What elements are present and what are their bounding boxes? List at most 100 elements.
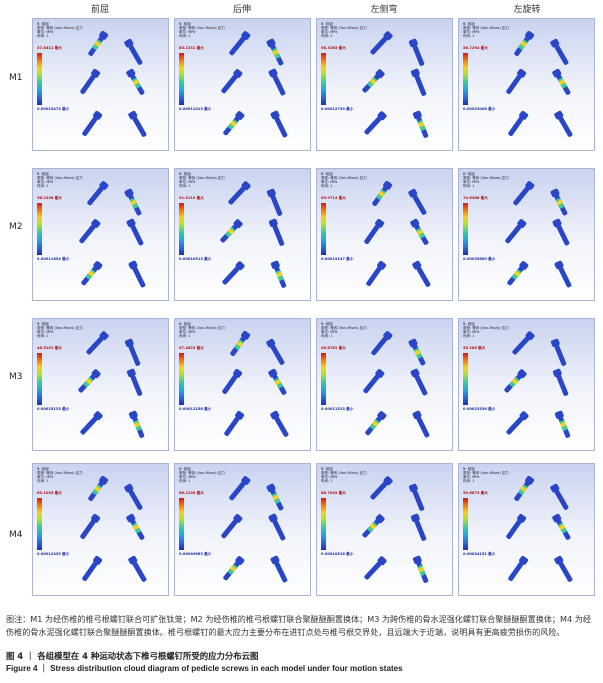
screw — [268, 368, 287, 395]
row-label-m2: M2 — [9, 222, 23, 232]
screw — [508, 555, 529, 582]
screw — [408, 338, 426, 366]
screw — [550, 483, 569, 510]
stress-color-legend — [179, 53, 184, 105]
panel-header-text: 时间: 1 — [37, 479, 49, 483]
panel-header-text: 类型: 等效 (Von-Mises) 应力 — [37, 176, 83, 180]
stress-panel: B: 前屈 类型: 等效 (Von-Mises) 应力 单位: MPa 时间: 1 85… — [174, 18, 311, 151]
legend-min-value: 0.00023336 最小 — [463, 407, 496, 411]
screw — [550, 188, 568, 216]
legend-min-value: 0.00035689 最小 — [463, 257, 496, 261]
panel-header-text: 单位: MPa — [463, 475, 480, 479]
legend-min-value: 0.00034151 最小 — [463, 552, 496, 556]
legend-min-value: 0.00012739 最小 — [321, 107, 354, 111]
legend-max-value: 57.4623 最大 — [179, 346, 204, 350]
screw — [552, 368, 569, 396]
screw — [366, 260, 387, 287]
screw — [506, 411, 529, 435]
stress-color-legend — [321, 203, 326, 255]
legend-max-value: 35.286 最大 — [463, 346, 486, 350]
panel-header-text: 类型: 等效 (Von-Mises) 应力 — [321, 326, 367, 330]
stress-color-legend — [37, 203, 42, 255]
screw — [506, 68, 527, 95]
stress-panel: B: 前屈 类型: 等效 (Von-Mises) 应力 单位: MPa 时间: 1 59… — [458, 463, 595, 596]
screw — [229, 31, 251, 56]
stress-color-legend — [37, 353, 42, 405]
screw — [554, 410, 571, 438]
legend-min-value: 0.00010516 最小 — [321, 552, 354, 556]
screw — [412, 555, 429, 583]
screw — [88, 475, 109, 502]
pedicle-screw-render — [364, 180, 431, 287]
panel-header-text: 时间: 1 — [37, 184, 49, 188]
pedicle-screw-render — [363, 331, 430, 438]
screw — [506, 513, 527, 540]
panel-header-text: B: 前屈 — [179, 322, 191, 326]
screw — [514, 30, 535, 57]
panel-header-text: 单位: MPa — [321, 180, 338, 184]
screw — [508, 110, 529, 137]
screw — [362, 514, 385, 538]
stress-color-legend — [37, 498, 42, 550]
stress-color-legend — [179, 498, 184, 550]
panel-header-text: 类型: 等效 (Von-Mises) 应力 — [321, 26, 367, 30]
legend-max-value: 74.6388 最大 — [463, 196, 488, 200]
screw — [266, 38, 284, 66]
screw — [88, 30, 109, 57]
screw — [87, 181, 109, 206]
stress-color-legend — [179, 203, 184, 255]
pedicle-screw-render — [506, 475, 573, 582]
screw — [371, 331, 393, 356]
screw — [128, 555, 147, 582]
screw — [128, 410, 145, 438]
panel-header-text: B: 前屈 — [321, 22, 333, 26]
screw — [412, 410, 430, 438]
stress-panel: B: 前屈 类型: 等效 (Von-Mises) 应力 单位: MPa 时间: 1 83… — [316, 168, 453, 301]
panel-header-text: 类型: 等效 (Von-Mises) 应力 — [321, 176, 367, 180]
panel-header-text: 时间: 1 — [463, 479, 475, 483]
col-header-extension: 后伸 — [232, 5, 251, 15]
screw — [224, 410, 245, 437]
panel-header-text: B: 前屈 — [179, 172, 191, 176]
stress-panel: B: 前屈 类型: 等效 (Von-Mises) 应力 单位: MPa 时间: 1 57… — [174, 318, 311, 451]
stress-color-legend — [321, 353, 326, 405]
legend-max-value: 83.9714 最大 — [321, 196, 346, 200]
screw — [223, 556, 245, 581]
screw — [78, 369, 101, 393]
legend-max-value: 85.1331 最大 — [179, 46, 204, 50]
panel-header-text: B: 前屈 — [179, 467, 191, 471]
screw — [507, 261, 529, 286]
legend-max-value: 98.3263 最大 — [321, 46, 346, 50]
screw — [512, 331, 535, 355]
screw — [504, 369, 527, 393]
pedicle-screw-render — [220, 181, 287, 288]
legend-max-value: 88.7049 最大 — [321, 491, 346, 495]
screw — [126, 218, 144, 246]
screw — [126, 513, 145, 540]
screw — [270, 110, 288, 138]
panel-header-text: 单位: MPa — [463, 30, 480, 34]
screw — [408, 483, 425, 511]
screw — [86, 331, 109, 355]
panel-header-text: 单位: MPa — [321, 30, 338, 34]
legend-min-value: 0.00011654 最小 — [37, 257, 70, 261]
legend-min-value: 0.00011513 最小 — [321, 407, 354, 411]
legend-max-value: 91.0119 最大 — [179, 196, 204, 200]
screw — [408, 188, 427, 215]
pedicle-screw-render — [362, 31, 429, 138]
stress-panel: B: 前屈 类型: 等效 (Von-Mises) 应力 单位: MPa 时间: 1 91… — [174, 168, 311, 301]
panel-header-text: 类型: 等效 (Von-Mises) 应力 — [463, 176, 509, 180]
screw — [410, 218, 429, 245]
screw — [228, 181, 251, 205]
stress-color-legend — [321, 498, 326, 550]
pedicle-screw-render — [79, 181, 146, 288]
screw — [128, 260, 146, 288]
legend-max-value: 46.8781 最大 — [321, 346, 346, 350]
legend-max-value: 59.6873 最大 — [463, 491, 488, 495]
screw — [552, 218, 570, 246]
screw — [221, 69, 243, 94]
screw — [268, 68, 286, 96]
pedicle-screw-render — [221, 476, 288, 583]
pedicle-screw-render — [222, 330, 289, 437]
stress-color-legend — [463, 498, 468, 550]
